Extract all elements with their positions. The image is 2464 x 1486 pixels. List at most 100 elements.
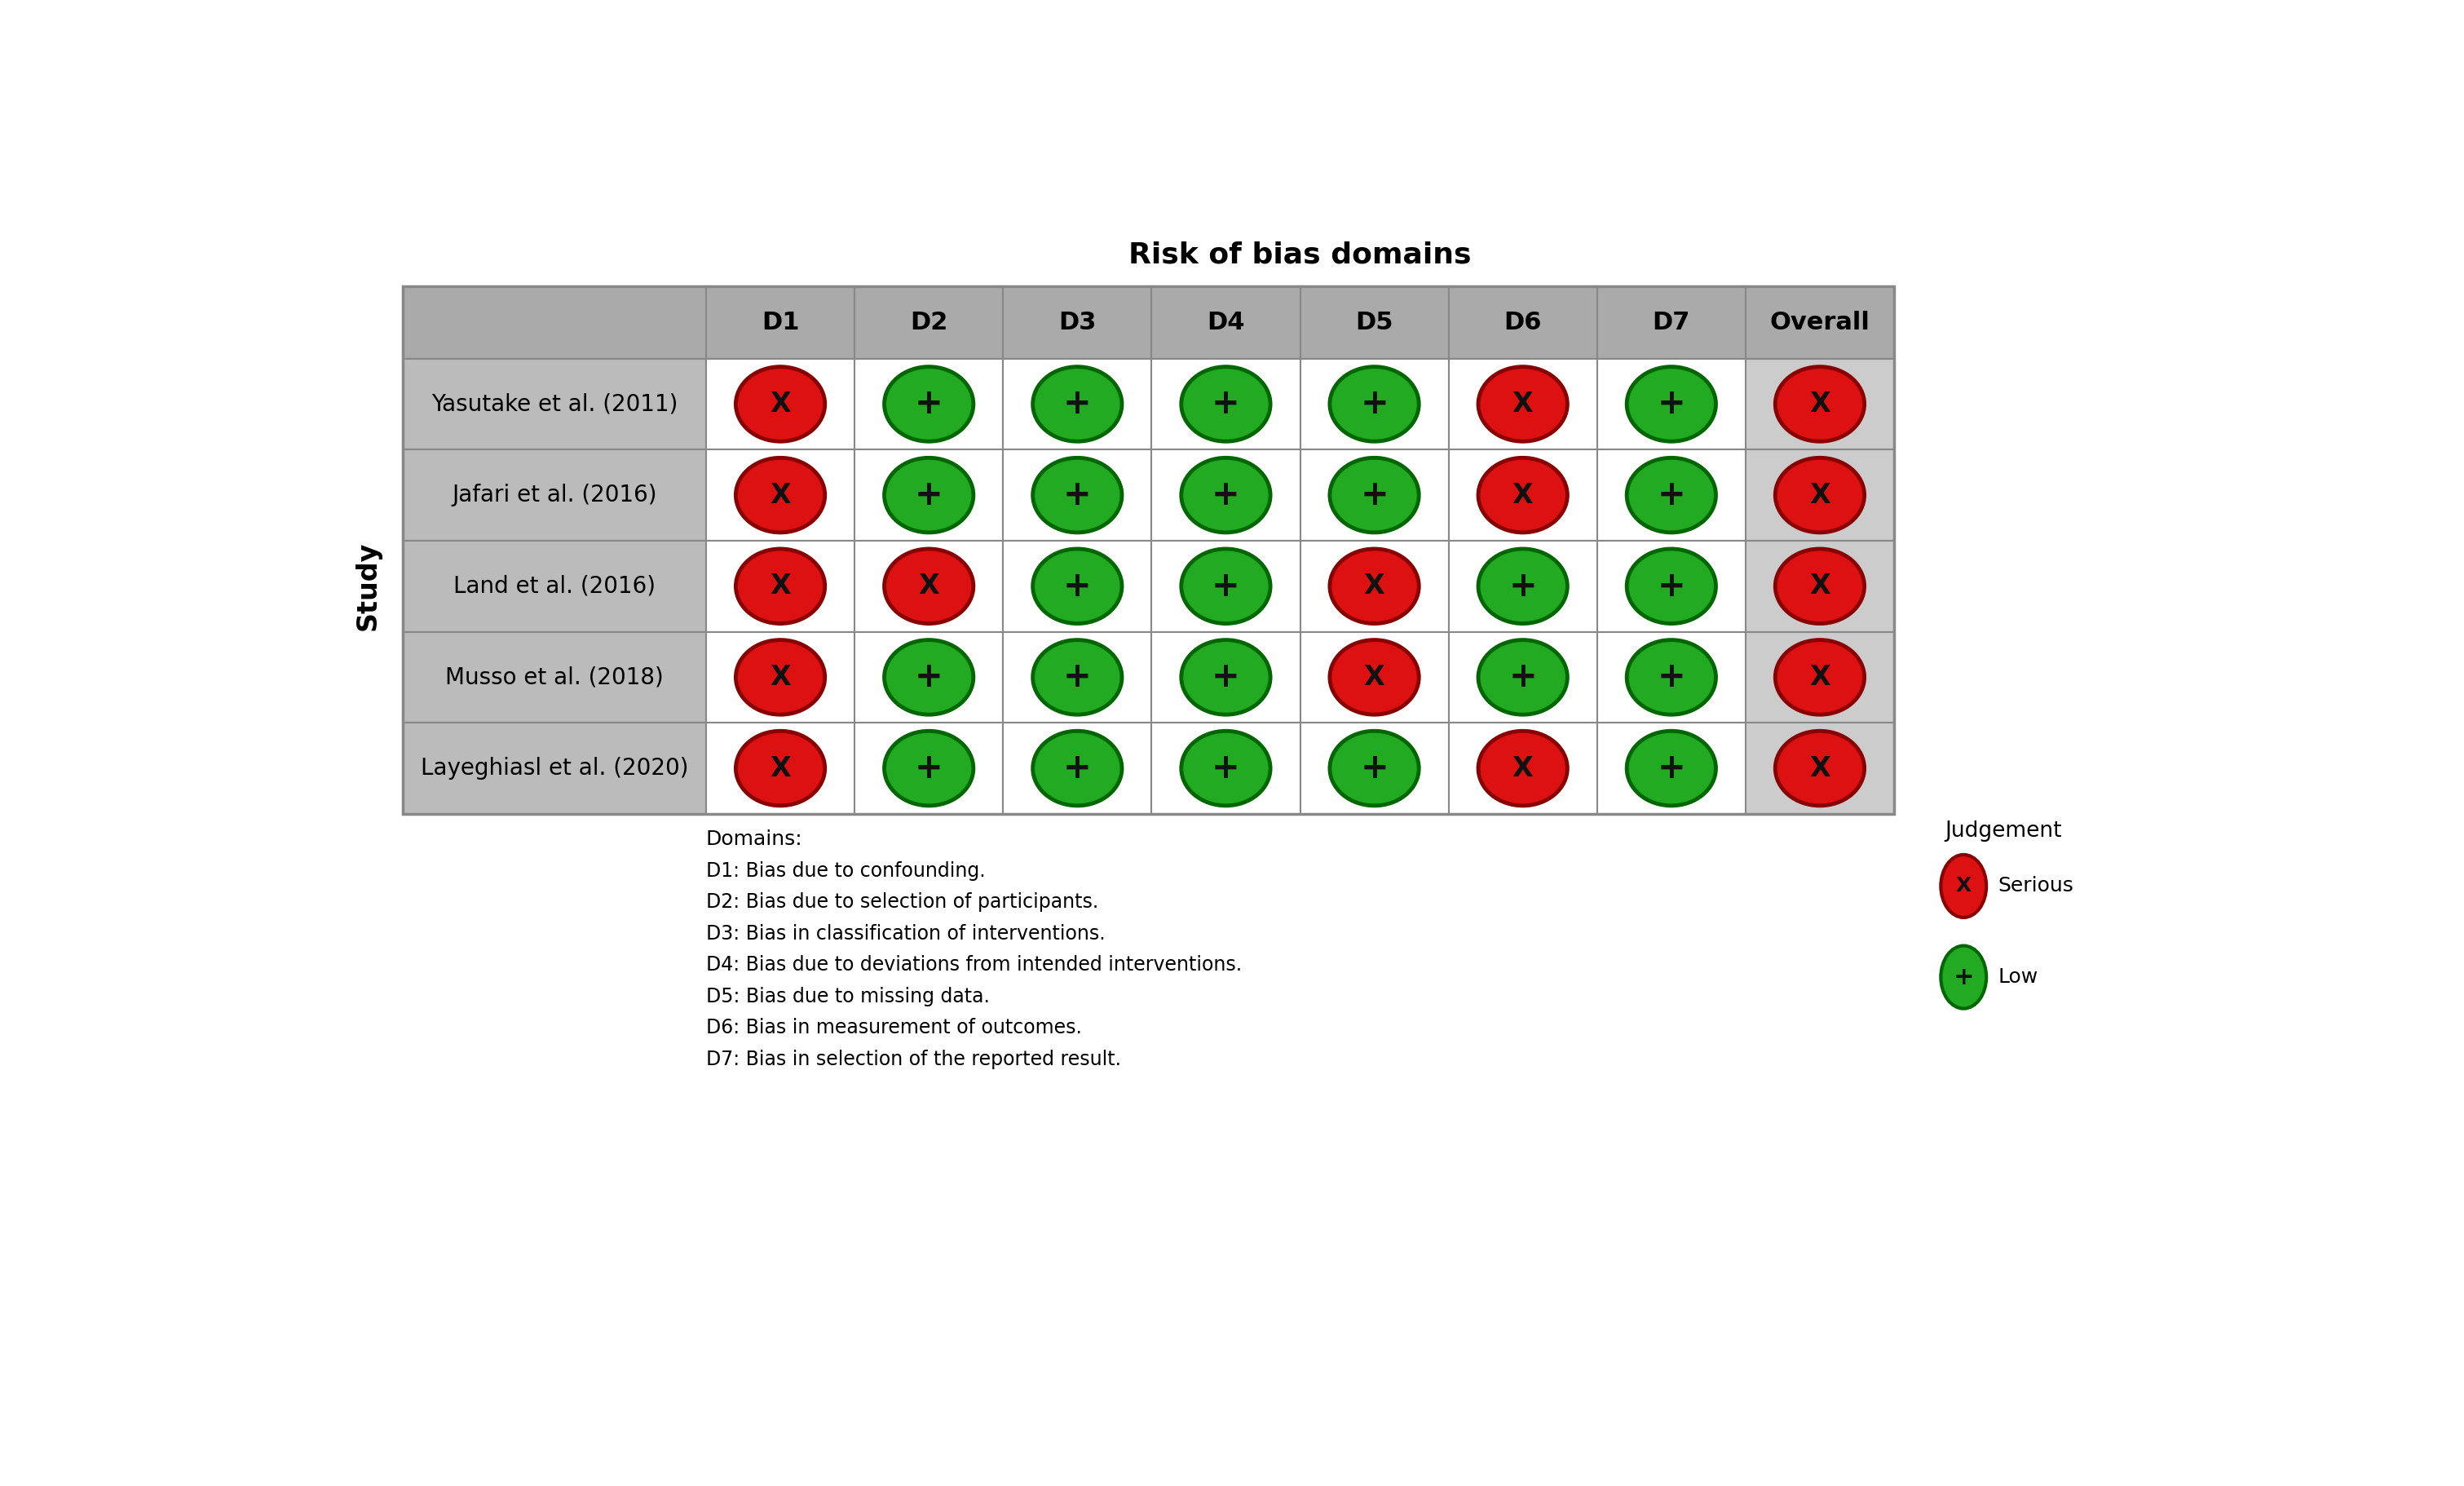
Text: +: + <box>1508 660 1538 694</box>
Ellipse shape <box>885 731 973 805</box>
FancyBboxPatch shape <box>1745 632 1895 722</box>
FancyBboxPatch shape <box>1449 358 1597 450</box>
FancyBboxPatch shape <box>855 287 1003 358</box>
Ellipse shape <box>1180 367 1271 441</box>
Text: D1: Bias due to confounding.: D1: Bias due to confounding. <box>707 860 986 881</box>
Ellipse shape <box>1478 548 1567 624</box>
Ellipse shape <box>1180 458 1271 532</box>
Ellipse shape <box>737 458 825 532</box>
FancyBboxPatch shape <box>1003 287 1151 358</box>
FancyBboxPatch shape <box>707 722 855 814</box>
FancyBboxPatch shape <box>1449 541 1597 632</box>
Text: +: + <box>1212 752 1239 786</box>
Text: +: + <box>1658 569 1685 603</box>
FancyBboxPatch shape <box>1301 358 1449 450</box>
Ellipse shape <box>1478 640 1567 715</box>
Text: +: + <box>914 478 944 513</box>
FancyBboxPatch shape <box>707 541 855 632</box>
Text: X: X <box>769 391 791 418</box>
Text: +: + <box>1212 660 1239 694</box>
FancyBboxPatch shape <box>1597 287 1745 358</box>
FancyBboxPatch shape <box>1597 722 1745 814</box>
Text: D4: D4 <box>1207 311 1244 334</box>
Text: Judgement: Judgement <box>1944 820 2062 841</box>
Text: Musso et al. (2018): Musso et al. (2018) <box>446 666 663 688</box>
Ellipse shape <box>1626 731 1715 805</box>
Text: D2: Bias due to selection of participants.: D2: Bias due to selection of participant… <box>707 893 1099 912</box>
Text: X: X <box>769 664 791 691</box>
Ellipse shape <box>1180 548 1271 624</box>
Ellipse shape <box>1331 458 1419 532</box>
FancyBboxPatch shape <box>855 541 1003 632</box>
Text: +: + <box>1508 569 1538 603</box>
Text: D5: D5 <box>1355 311 1392 334</box>
Text: Serious: Serious <box>1998 877 2072 896</box>
Ellipse shape <box>1032 731 1121 805</box>
Text: X: X <box>1809 755 1831 782</box>
Text: X: X <box>769 481 791 508</box>
Ellipse shape <box>737 367 825 441</box>
Text: D3: Bias in classification of interventions.: D3: Bias in classification of interventi… <box>707 924 1106 944</box>
Ellipse shape <box>1032 640 1121 715</box>
FancyBboxPatch shape <box>402 632 707 722</box>
Ellipse shape <box>1774 731 1865 805</box>
FancyBboxPatch shape <box>707 287 855 358</box>
Ellipse shape <box>737 548 825 624</box>
Ellipse shape <box>1180 640 1271 715</box>
FancyBboxPatch shape <box>1597 632 1745 722</box>
Text: X: X <box>1809 664 1831 691</box>
Text: Jafari et al. (2016): Jafari et al. (2016) <box>451 484 658 507</box>
FancyBboxPatch shape <box>402 450 707 541</box>
Ellipse shape <box>1478 458 1567 532</box>
Text: D1: D1 <box>761 311 798 334</box>
Ellipse shape <box>885 458 973 532</box>
Ellipse shape <box>1774 640 1865 715</box>
FancyBboxPatch shape <box>1151 358 1301 450</box>
FancyBboxPatch shape <box>1003 541 1151 632</box>
Text: Layeghiasl et al. (2020): Layeghiasl et al. (2020) <box>421 756 687 780</box>
FancyBboxPatch shape <box>1745 722 1895 814</box>
FancyBboxPatch shape <box>855 722 1003 814</box>
Text: X: X <box>1365 664 1385 691</box>
Text: Land et al. (2016): Land et al. (2016) <box>453 575 655 597</box>
FancyBboxPatch shape <box>402 541 707 632</box>
Ellipse shape <box>737 731 825 805</box>
FancyBboxPatch shape <box>1301 632 1449 722</box>
Text: X: X <box>919 572 939 600</box>
Text: X: X <box>1956 877 1971 896</box>
FancyBboxPatch shape <box>1151 287 1301 358</box>
FancyBboxPatch shape <box>402 722 707 814</box>
Text: X: X <box>769 572 791 600</box>
Ellipse shape <box>1331 548 1419 624</box>
FancyBboxPatch shape <box>402 358 707 450</box>
Ellipse shape <box>1331 367 1419 441</box>
FancyBboxPatch shape <box>1151 450 1301 541</box>
FancyBboxPatch shape <box>855 358 1003 450</box>
Ellipse shape <box>1626 458 1715 532</box>
Text: D3: D3 <box>1060 311 1096 334</box>
Ellipse shape <box>885 367 973 441</box>
FancyBboxPatch shape <box>1745 450 1895 541</box>
FancyBboxPatch shape <box>1449 722 1597 814</box>
FancyBboxPatch shape <box>1003 722 1151 814</box>
Text: D5: Bias due to missing data.: D5: Bias due to missing data. <box>707 987 991 1006</box>
Text: +: + <box>914 660 944 694</box>
Text: +: + <box>1360 478 1390 513</box>
FancyBboxPatch shape <box>1745 287 1895 358</box>
Ellipse shape <box>1626 548 1715 624</box>
Text: D7: D7 <box>1653 311 1690 334</box>
Ellipse shape <box>1032 548 1121 624</box>
Text: D6: Bias in measurement of outcomes.: D6: Bias in measurement of outcomes. <box>707 1018 1082 1037</box>
Text: +: + <box>1658 752 1685 786</box>
Text: X: X <box>1809 391 1831 418</box>
Text: +: + <box>1212 478 1239 513</box>
FancyBboxPatch shape <box>707 358 855 450</box>
FancyBboxPatch shape <box>1449 632 1597 722</box>
Ellipse shape <box>885 548 973 624</box>
Ellipse shape <box>1478 367 1567 441</box>
Text: +: + <box>1360 752 1390 786</box>
Text: X: X <box>1513 755 1533 782</box>
Text: X: X <box>1365 572 1385 600</box>
FancyBboxPatch shape <box>402 287 707 358</box>
Ellipse shape <box>1331 640 1419 715</box>
